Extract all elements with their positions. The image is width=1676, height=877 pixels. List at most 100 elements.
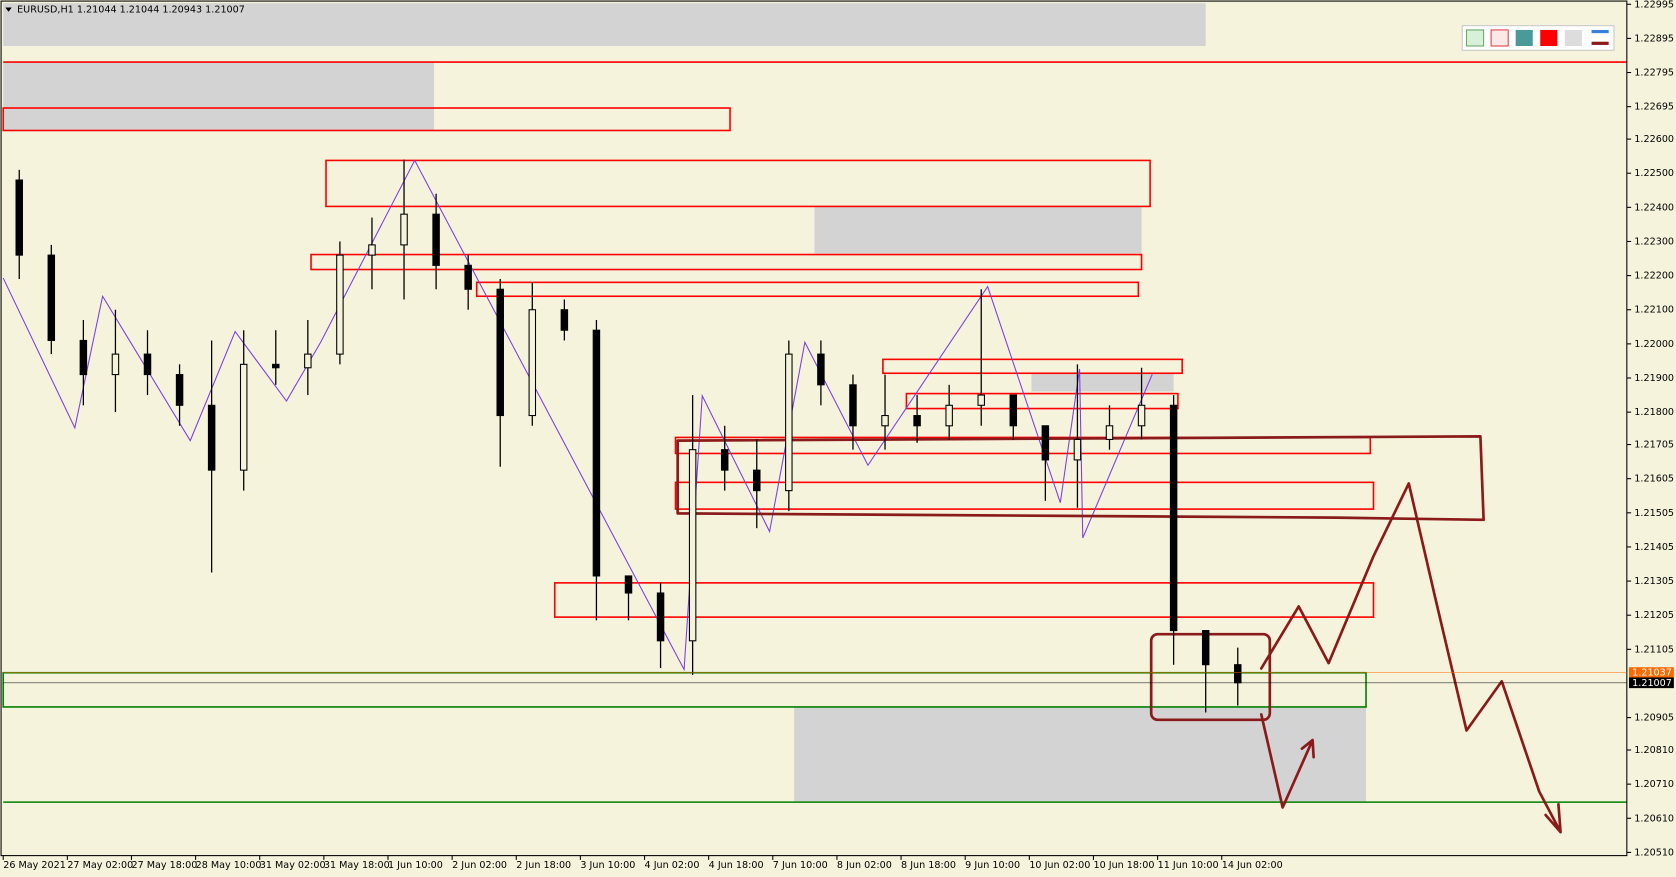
x-tick-label: 10 Jun 02:00 — [1029, 860, 1090, 871]
candle-body — [785, 353, 793, 492]
candle-body — [1234, 664, 1242, 684]
x-tick-label: 9 Jun 10:00 — [965, 860, 1020, 871]
zone — [553, 582, 1375, 618]
menu-arrow[interactable] — [5, 7, 12, 12]
y-tick-label: 1.20610 — [1634, 813, 1674, 824]
shaded-zone — [794, 706, 1367, 803]
y-tick-label: 1.22795 — [1634, 68, 1674, 79]
y-tick-label: 1.22995 — [1634, 0, 1674, 10]
x-tick-label: 31 May 18:00 — [324, 860, 390, 871]
x-tick-label: 4 Jun 02:00 — [645, 860, 700, 871]
projection-arrow — [1259, 713, 1315, 809]
candle-body — [560, 309, 569, 331]
candle-body — [1009, 394, 1018, 427]
candle-body — [1169, 404, 1178, 632]
candle-body — [496, 288, 504, 417]
candle-body — [977, 394, 985, 406]
candle-body — [656, 592, 665, 642]
x-tick-label: 3 Jun 10:00 — [580, 860, 635, 871]
y-tick-label: 1.22000 — [1634, 339, 1674, 350]
y-tick-label: 1.20905 — [1634, 713, 1674, 724]
toolbar-button[interactable] — [1515, 29, 1533, 46]
y-tick-label: 1.22895 — [1634, 33, 1674, 44]
candle-body — [688, 449, 697, 642]
shaded-zone — [814, 206, 1142, 254]
candle-body — [464, 264, 472, 290]
x-tick-label: 11 Jun 10:00 — [1158, 860, 1219, 871]
zone — [475, 281, 1140, 298]
y-tick-label: 1.21505 — [1634, 508, 1674, 519]
x-tick-label: 27 May 18:00 — [131, 860, 197, 871]
shaded-zone — [3, 62, 434, 131]
toolbar-button[interactable] — [1540, 29, 1558, 46]
candle-body — [1041, 425, 1050, 461]
y-tick-label: 1.21900 — [1634, 373, 1674, 384]
y-tick-label: 1.22200 — [1634, 271, 1674, 282]
y-tick-label: 1.20810 — [1634, 745, 1674, 756]
x-tick-label: 26 May 2021 — [3, 860, 66, 871]
candle-body — [272, 363, 280, 369]
candle-body — [913, 415, 921, 427]
toolbar-button[interactable] — [1490, 29, 1509, 47]
x-tick-label: 31 May 02:00 — [260, 860, 326, 871]
toolbar-button[interactable] — [1465, 29, 1485, 47]
candle-body — [47, 254, 56, 341]
x-tick-label: 8 Jun 18:00 — [901, 860, 956, 871]
y-tick-label: 1.21105 — [1634, 644, 1674, 655]
price-label: 1.21037 — [1632, 668, 1672, 679]
x-tick-label: 2 Jun 18:00 — [516, 860, 571, 871]
x-tick-label: 8 Jun 02:00 — [837, 860, 892, 871]
candle-body — [239, 363, 248, 471]
zone — [325, 159, 1151, 208]
shaded-zone — [3, 3, 1206, 46]
plot-frame — [0, 0, 1628, 857]
candle-body — [720, 449, 729, 471]
candle-body — [111, 353, 120, 376]
candle-body — [79, 339, 88, 376]
price-label: 1.21007 — [1632, 678, 1672, 689]
x-tick-label: 14 Jun 02:00 — [1222, 860, 1283, 871]
candle-body — [817, 353, 825, 386]
candle-body — [15, 179, 23, 256]
price-label-box — [1628, 677, 1674, 689]
y-tick-label: 1.22500 — [1634, 168, 1674, 179]
drawings — [2, 3, 1627, 834]
zone — [882, 358, 1183, 375]
y-tick-label: 1.20510 — [1634, 847, 1674, 858]
hand-drawn-box — [1149, 632, 1272, 722]
y-tick-label: 1.20710 — [1634, 779, 1674, 790]
y-tick-label: 1.21705 — [1634, 440, 1674, 451]
candle-body — [624, 575, 633, 594]
x-tick-label: 28 May 10:00 — [196, 860, 262, 871]
x-tick-label: 1 Jun 10:00 — [388, 860, 443, 871]
toolbar-button[interactable] — [1564, 29, 1582, 46]
y-tick-label: 1.21405 — [1634, 542, 1674, 553]
candle-body — [304, 353, 312, 369]
y-tick-label: 1.21800 — [1634, 407, 1674, 418]
x-tick-label: 7 Jun 10:00 — [773, 860, 828, 871]
y-tick-label: 1.21205 — [1634, 610, 1674, 621]
toolbar[interactable] — [1461, 25, 1615, 51]
x-tick-label: 10 Jun 18:00 — [1093, 860, 1154, 871]
y-tick-label: 1.21605 — [1634, 474, 1674, 485]
candle-body — [1201, 630, 1210, 666]
candle-body — [528, 309, 537, 417]
toolbar-button[interactable] — [1591, 41, 1609, 45]
candle-body — [592, 329, 601, 577]
candle-body — [400, 213, 408, 246]
candle-body — [368, 244, 376, 256]
y-tick-label: 1.22600 — [1634, 134, 1674, 145]
y-tick-label: 1.22695 — [1634, 102, 1674, 113]
zone — [2, 107, 731, 132]
candle-body — [336, 254, 344, 355]
candle-body — [143, 353, 152, 376]
toolbar-button[interactable] — [1591, 29, 1609, 34]
x-tick-label: 27 May 02:00 — [67, 860, 133, 871]
chart-title: EURUSD,H1 1.21044 1.21044 1.20943 1.2100… — [17, 5, 245, 16]
candle-body — [945, 404, 953, 427]
x-tick-label: 4 Jun 18:00 — [709, 860, 764, 871]
zone — [905, 392, 1179, 410]
candle-body — [849, 384, 857, 427]
y-tick-label: 1.22100 — [1634, 305, 1674, 316]
